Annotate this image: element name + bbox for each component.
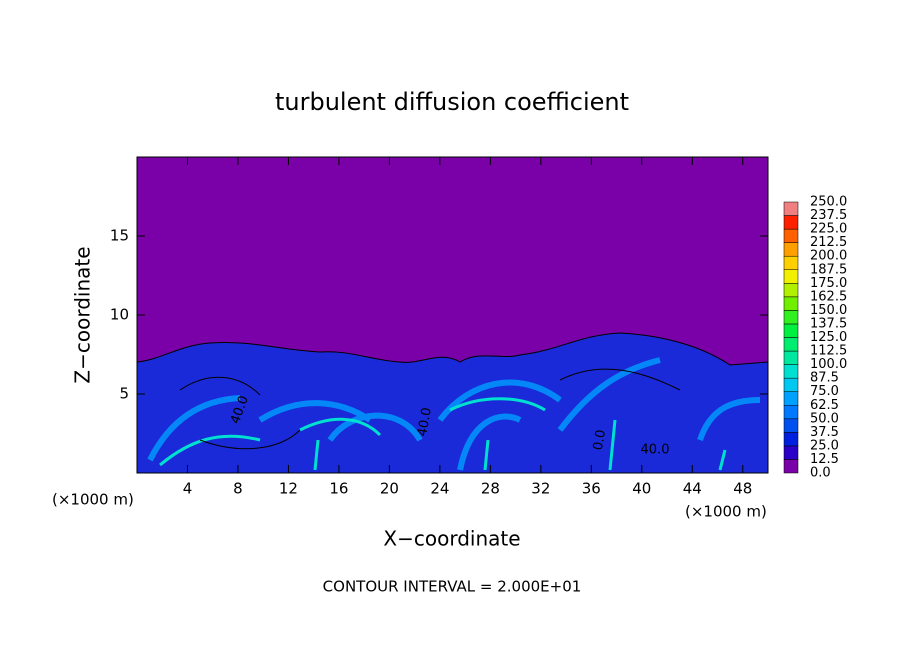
x-tick-label: 12 bbox=[279, 480, 298, 498]
colorbar-label: 37.5 bbox=[810, 425, 839, 440]
chart-title: turbulent diffusion coefficient bbox=[275, 88, 629, 116]
colorbar-label: 12.5 bbox=[810, 452, 839, 467]
colorbar-box bbox=[783, 201, 799, 216]
colorbar-box bbox=[783, 255, 799, 271]
y-tick-label: 5 bbox=[119, 385, 129, 403]
contour-label: 40.0 bbox=[415, 406, 435, 437]
colorbar-label: 150.0 bbox=[810, 303, 847, 318]
colorbar-label: 200.0 bbox=[810, 249, 847, 264]
contour-label: 40.0 bbox=[641, 443, 670, 458]
colorbar-label: 212.5 bbox=[810, 235, 847, 250]
x-tick-label: 20 bbox=[380, 480, 399, 498]
field-shape bbox=[159, 397, 727, 471]
colorbar-label: 237.5 bbox=[810, 208, 847, 223]
colorbar-box bbox=[783, 405, 799, 420]
colorbar-label: 0.0 bbox=[810, 466, 831, 481]
colorbar-label: 62.5 bbox=[810, 398, 839, 413]
x-tick-label: 32 bbox=[531, 480, 550, 498]
colorbar-box bbox=[783, 242, 799, 257]
x-tick-label: 48 bbox=[733, 480, 752, 498]
y-tick-label: 10 bbox=[110, 306, 129, 324]
colorbar-box bbox=[783, 350, 799, 365]
contour-label: 0.0 bbox=[591, 429, 609, 452]
colorbar-label: 25.0 bbox=[810, 438, 839, 453]
colorbar-label: 250.0 bbox=[810, 195, 847, 210]
colorbar-box bbox=[783, 215, 799, 230]
colorbar-label: 175.0 bbox=[810, 276, 847, 291]
colorbar-label: 162.5 bbox=[810, 289, 847, 304]
colorbar-box bbox=[783, 228, 799, 243]
colorbar-box bbox=[783, 323, 799, 338]
colorbar-label: 112.5 bbox=[810, 344, 847, 359]
colorbar-box bbox=[783, 296, 799, 311]
footer: CONTOUR INTERVAL = 2.000E+01 bbox=[323, 578, 582, 596]
colorbar-box bbox=[783, 445, 799, 460]
colorbar-label: 125.0 bbox=[810, 330, 847, 345]
x-tick-label: 8 bbox=[233, 480, 243, 498]
colorbar-label: 187.5 bbox=[810, 262, 847, 277]
colorbar-box bbox=[783, 337, 799, 352]
colorbar-box bbox=[783, 377, 799, 392]
colorbar-box bbox=[783, 418, 799, 433]
x-tick-label: 36 bbox=[582, 480, 601, 498]
colorbar-label: 137.5 bbox=[810, 316, 847, 331]
colorbar-box bbox=[783, 269, 799, 284]
y-axis-label: Z−coordinate bbox=[71, 246, 95, 383]
x-tick-label: 4 bbox=[183, 480, 193, 498]
colorbar-label: 225.0 bbox=[810, 222, 847, 237]
colorbar-box bbox=[783, 432, 799, 447]
x-tick-label: 24 bbox=[430, 480, 449, 498]
colorbar-label: 87.5 bbox=[810, 371, 839, 386]
x-tick-label: 40 bbox=[632, 480, 651, 498]
x-unit: (×1000 m) bbox=[52, 491, 134, 509]
x-tick-label: 16 bbox=[329, 480, 348, 498]
contour-line bbox=[179, 368, 681, 450]
field-shape bbox=[147, 357, 761, 471]
colorbar-box bbox=[783, 310, 799, 325]
colorbar-box bbox=[783, 283, 799, 298]
colorbar-label: 75.0 bbox=[810, 384, 839, 399]
colorbar-box bbox=[783, 459, 799, 474]
colorbar-box bbox=[783, 391, 799, 406]
colorbar-label: 50.0 bbox=[810, 411, 839, 426]
x-axis-label: X−coordinate bbox=[383, 527, 520, 551]
x-tick-label: 44 bbox=[683, 480, 702, 498]
x-tick-label: 28 bbox=[481, 480, 500, 498]
y-tick-label: 15 bbox=[110, 227, 129, 245]
colorbar-label: 100.0 bbox=[810, 357, 847, 372]
x-unit: (×1000 m) bbox=[685, 503, 767, 521]
colorbar-box bbox=[783, 364, 799, 379]
